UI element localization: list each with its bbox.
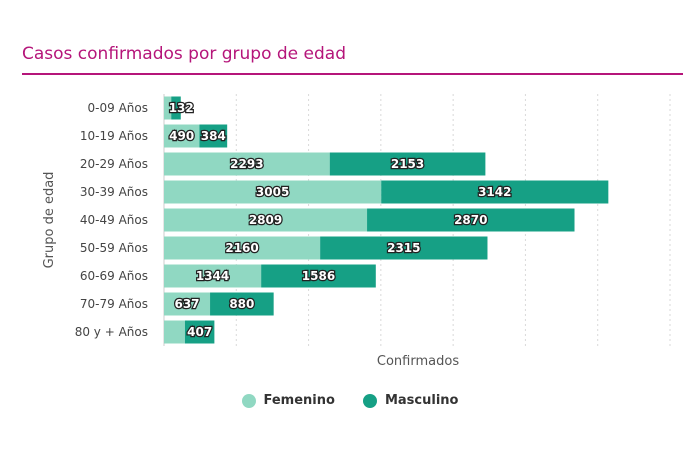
data-label: 2870 xyxy=(454,213,487,227)
legend-dot-femenino xyxy=(241,393,256,408)
data-label: 880 xyxy=(229,297,254,311)
category-label: 80 y + Años xyxy=(75,325,148,339)
bars xyxy=(164,96,609,344)
x-axis-title: Confirmados xyxy=(377,354,459,369)
category-label: 0-09 Años xyxy=(88,101,148,115)
data-label: 1586 xyxy=(302,269,335,283)
category-labels: 0-09 Años 10-19 Años 20-29 Años 30-39 Años 4… xyxy=(75,101,148,339)
data-label: 132 xyxy=(169,101,194,115)
bar-femenino[interactable] xyxy=(164,264,262,288)
bar-femenino[interactable] xyxy=(164,124,200,148)
bar-masculino[interactable] xyxy=(199,124,228,148)
legend: Femenino Masculino xyxy=(0,393,700,408)
bar-femenino[interactable] xyxy=(164,96,172,120)
category-label: 70-79 Años xyxy=(80,297,148,311)
data-label: 2160 xyxy=(225,241,258,255)
legend-label-masculino: Masculino xyxy=(384,393,459,408)
data-label: 2293 xyxy=(230,157,263,171)
data-label: 407 xyxy=(187,325,212,339)
data-label: 2809 xyxy=(249,213,282,227)
category-label: 20-29 Años xyxy=(80,157,148,171)
data-label: 637 xyxy=(174,297,199,311)
bar-masculino[interactable] xyxy=(367,208,575,232)
category-label: 10-19 Años xyxy=(80,129,148,143)
y-axis-title: Grupo de edad xyxy=(42,172,57,269)
legend-dot-masculino xyxy=(362,393,377,408)
bar-masculino[interactable] xyxy=(184,320,215,344)
data-label: 490 xyxy=(169,129,194,143)
bar-masculino[interactable] xyxy=(329,152,486,176)
bar-labels: 132 490 384 2293 2153 3005 3142 2809 2870 2160 231… xyxy=(167,100,512,341)
title-underline xyxy=(22,73,683,75)
category-label: 60-69 Años xyxy=(80,269,148,283)
bar-femenino[interactable] xyxy=(164,320,185,344)
bar-femenino[interactable] xyxy=(164,152,330,176)
category-label: 30-39 Años xyxy=(80,185,148,199)
category-label: 50-59 Años xyxy=(80,241,148,255)
data-label: 3142 xyxy=(478,185,511,199)
category-label: 40-49 Años xyxy=(80,213,148,227)
bar-femenino[interactable] xyxy=(164,236,321,260)
bar-chart: 0-09 Años 10-19 Años 20-29 Años 30-39 Años 4… xyxy=(42,94,671,369)
bar-masculino[interactable] xyxy=(320,236,488,260)
legend-label-femenino: Femenino xyxy=(263,393,335,408)
legend-item-femenino[interactable]: Femenino xyxy=(241,393,335,408)
chart-title: Casos confirmados por grupo de edad xyxy=(22,44,347,64)
bar-femenino[interactable] xyxy=(164,180,382,204)
data-label: 384 xyxy=(201,129,226,143)
data-label: 3005 xyxy=(256,185,289,199)
data-label: 1344 xyxy=(196,269,229,283)
data-label: 2153 xyxy=(391,157,424,171)
bar-femenino[interactable] xyxy=(164,208,368,232)
data-label: 2315 xyxy=(387,241,420,255)
bar-masculino[interactable] xyxy=(171,96,181,120)
bar-masculino[interactable] xyxy=(381,180,609,204)
bar-masculino[interactable] xyxy=(261,264,376,288)
bar-masculino[interactable] xyxy=(210,292,274,316)
legend-item-masculino[interactable]: Masculino xyxy=(362,393,459,408)
bar-femenino[interactable] xyxy=(164,292,211,316)
